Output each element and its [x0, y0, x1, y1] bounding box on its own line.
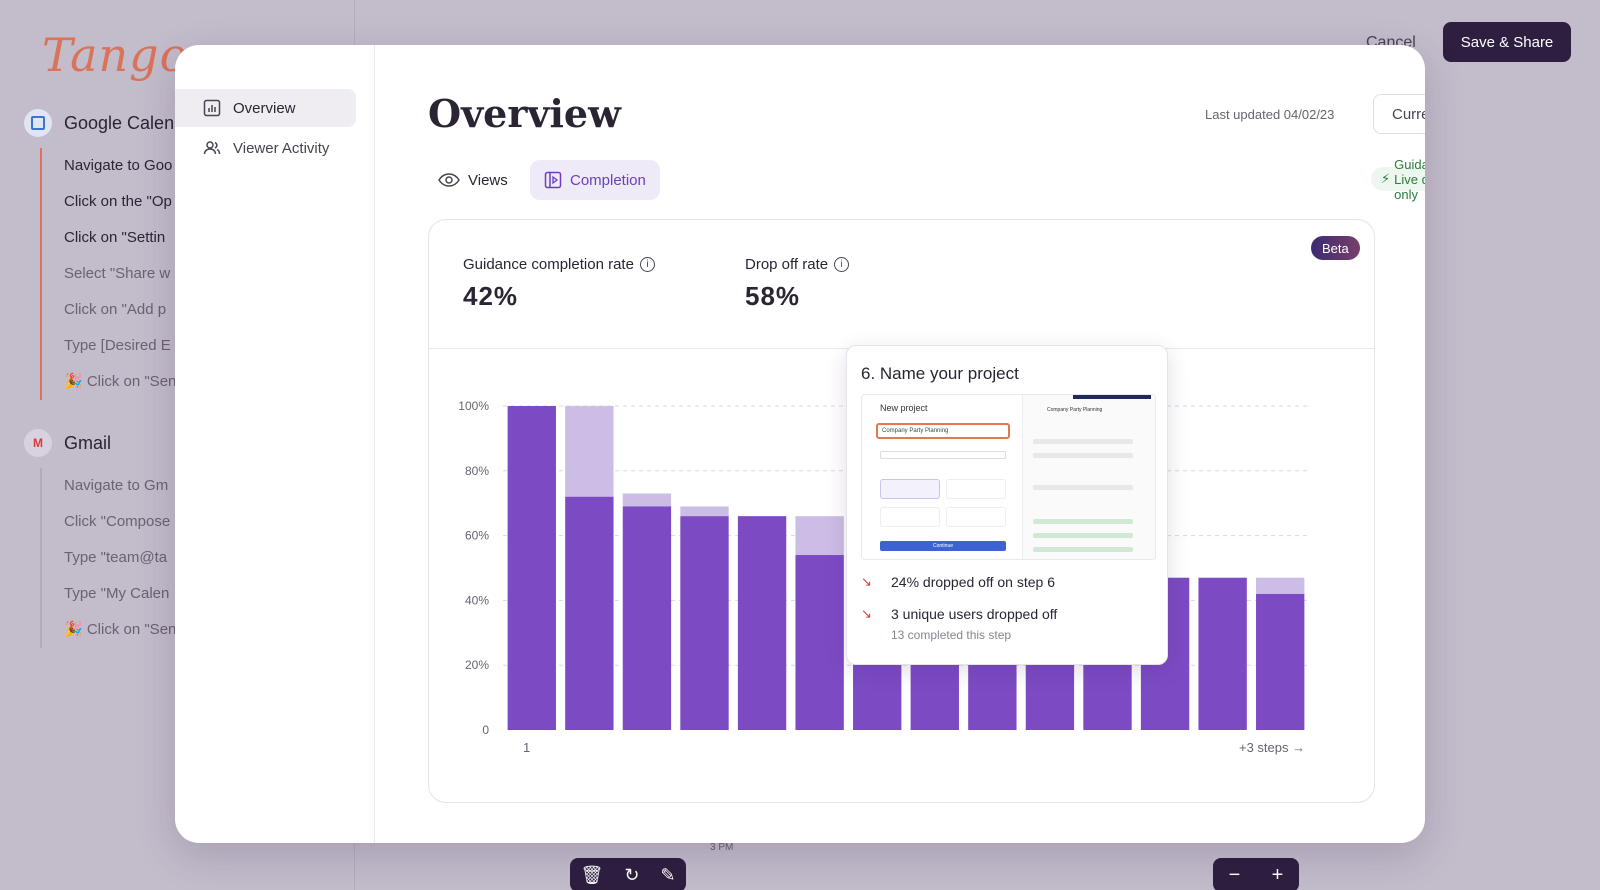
workflow-step[interactable]: Select "Share w [64, 265, 171, 282]
metric-label: Drop off rate [745, 256, 829, 273]
nav-item-viewer-activity[interactable]: Viewer Activity [175, 129, 356, 167]
zoom-out-icon[interactable]: − [1228, 863, 1241, 886]
tooltip-dropped-row: ↘ 24% dropped off on step 6 [861, 574, 1055, 590]
nav-item-label: Overview [233, 99, 296, 117]
workflow-step[interactable]: Navigate to Gm [64, 477, 169, 494]
metric-value: 58% [745, 281, 801, 311]
screenshot-left-title: New project [880, 403, 928, 413]
bar-dropped-step-2[interactable] [565, 406, 614, 497]
workflow-step[interactable]: Click "Compose [64, 513, 171, 530]
replace-icon[interactable]: ↻ [624, 864, 640, 885]
tango-logo: Tango [42, 28, 189, 82]
version-select-value: Current version [1392, 105, 1425, 123]
save-share-button[interactable]: Save & Share [1443, 22, 1571, 62]
y-tick-label: 100% [458, 399, 489, 413]
info-icon[interactable]: i [834, 257, 850, 272]
bar-completed-step-1[interactable] [507, 406, 556, 730]
bar-dropped-step-3[interactable] [622, 493, 672, 507]
completion-icon [544, 171, 562, 189]
users-icon [203, 141, 221, 155]
workflow-step[interactable]: Type [Desired E [64, 337, 171, 354]
y-tick-label: 20% [465, 658, 489, 672]
bar-completed-step-14[interactable] [1256, 593, 1305, 730]
drop-off-rate-metric: Drop off rate i 58% [745, 256, 850, 312]
tab-views[interactable]: Views [424, 160, 522, 200]
tab-completion[interactable]: Completion [530, 160, 660, 200]
overview-modal: Overview Viewer Activity Overview Last u… [175, 45, 1425, 843]
modal-sidebar: Overview Viewer Activity [175, 45, 375, 843]
step-screenshot: New project Company Party Planning Conti… [861, 394, 1156, 560]
y-tick-label: 0 [482, 723, 489, 737]
metric-value: 42% [463, 281, 519, 311]
tooltip-users-row: ↘ 3 unique users dropped off 13 complete… [861, 606, 1057, 642]
more-steps-link[interactable]: +3 steps → [1239, 740, 1305, 755]
completion-rate-metric: Guidance completion rate i 42% [463, 256, 655, 312]
workflow-group-title: Google Calen [64, 112, 175, 133]
bar-dropped-step-4[interactable] [680, 506, 729, 517]
y-tick-label: 60% [465, 529, 489, 543]
more-steps-label: +3 steps [1239, 740, 1289, 755]
live-data-label: Guidance Live data only [1394, 156, 1425, 202]
zoom-controls: − + [1213, 858, 1299, 890]
workflow-group-google-calendar: Google Calen Navigate to Goo Click on th… [24, 108, 176, 400]
bar-dropped-step-14[interactable] [1256, 577, 1305, 594]
bar-completed-step-6[interactable] [795, 555, 844, 730]
screenshot-right-title: Company Party Planning [1047, 407, 1103, 413]
screenshot-input: Company Party Planning [876, 423, 1010, 439]
y-tick-label: 40% [465, 593, 489, 607]
last-updated-text: Last updated 04/02/23 [1205, 107, 1335, 122]
info-icon[interactable]: i [639, 257, 655, 272]
beta-badge: Beta [1311, 236, 1360, 260]
bar-completed-step-3[interactable] [622, 506, 672, 730]
workflow-step[interactable]: Click on the "Op [64, 193, 172, 210]
bar-dropped-step-6[interactable] [795, 516, 844, 556]
arrow-right-icon: → [1292, 740, 1306, 755]
trend-down-icon: ↘ [861, 606, 872, 621]
nav-item-label: Viewer Activity [233, 139, 330, 157]
tab-label: Completion [570, 171, 646, 189]
screenshot-button: Continue [880, 541, 1006, 551]
metric-label: Guidance completion rate [463, 256, 634, 273]
workflow-step[interactable]: Click on "Settin [64, 229, 166, 246]
y-tick-label: 80% [465, 464, 489, 478]
bar-completed-step-4[interactable] [680, 516, 729, 730]
chart-icon [203, 99, 221, 117]
zoom-in-icon[interactable]: + [1271, 863, 1284, 886]
calendar-time-label: 3 PM [710, 842, 734, 853]
workflow-step[interactable]: Click on "Add p [64, 301, 167, 318]
live-data-badge: ⚡︎ Guidance Live data only [1371, 157, 1425, 202]
trash-icon[interactable]: 🗑 [580, 864, 604, 885]
trend-down-icon: ↘ [861, 574, 872, 589]
tooltip-users-text: 3 unique users dropped off [891, 606, 1058, 622]
workflow-group-gmail: M Gmail Navigate to Gm Click "Compose Ty… [24, 428, 176, 648]
nav-item-overview[interactable]: Overview [175, 89, 356, 127]
bar-completed-step-5[interactable] [737, 516, 787, 730]
workflow-step[interactable]: Type "team@ta [64, 549, 168, 566]
workflow-step[interactable]: 🎉 Click on "Sen [64, 621, 177, 638]
workflow-step[interactable]: Type "My Calen [64, 585, 170, 602]
gmail-icon: M [24, 429, 52, 457]
workflow-step[interactable]: Navigate to Goo [64, 157, 173, 174]
google-calendar-icon [24, 109, 52, 137]
tooltip-dropped-text: 24% dropped off on step 6 [891, 574, 1055, 590]
eye-icon [438, 173, 460, 187]
workflow-group-title: Gmail [64, 432, 112, 453]
step-tooltip: 6. Name your project New project Company… [846, 345, 1168, 665]
x-axis-first-label: 1 [523, 740, 531, 755]
pencil-icon[interactable]: ✎ [660, 864, 676, 885]
edit-toolbar: 🗑 ↻ ✎ [570, 858, 686, 890]
workflow-step[interactable]: 🎉 Click on "Sen [64, 373, 177, 390]
lightning-icon: ⚡︎ [1381, 171, 1391, 186]
version-select[interactable]: Current version ⌄ [1373, 94, 1425, 134]
bar-completed-step-13[interactable] [1198, 577, 1247, 730]
tab-label: Views [468, 171, 508, 189]
bar-completed-step-2[interactable] [565, 496, 614, 730]
tooltip-title: 6. Name your project [861, 364, 1019, 383]
page-title: Overview [428, 91, 621, 136]
tooltip-completed-text: 13 completed this step [891, 628, 1012, 642]
